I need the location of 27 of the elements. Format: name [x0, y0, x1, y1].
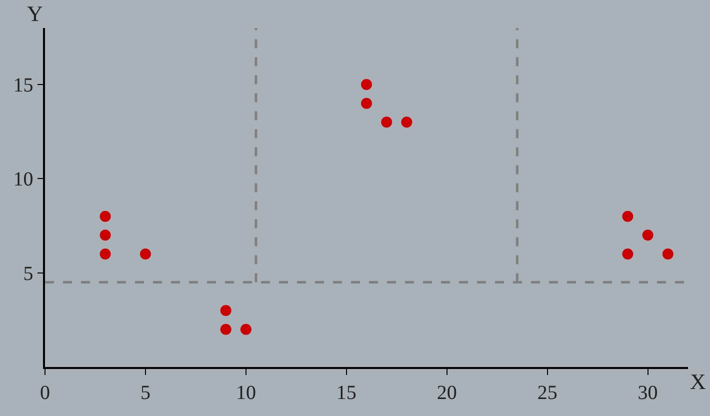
y-axis-title: Y	[27, 1, 43, 26]
point	[622, 248, 634, 260]
x-tick-label: 20	[436, 382, 457, 404]
point	[662, 248, 674, 260]
point	[622, 210, 634, 222]
x-tick-label: 30	[638, 382, 658, 404]
point	[100, 210, 111, 222]
point	[220, 324, 232, 335]
x-tick-label: 15	[336, 382, 356, 404]
point	[100, 248, 111, 260]
x-tick-label: 10	[236, 382, 256, 404]
x-tick-label: 5	[140, 382, 150, 404]
x-tick-label: 25	[537, 382, 558, 404]
x-axis-title: X	[690, 369, 706, 394]
x-tick-label: 0	[40, 382, 50, 404]
point	[361, 98, 372, 109]
point	[642, 230, 654, 241]
point	[401, 116, 412, 128]
y-tick-label: 10	[13, 168, 34, 191]
point	[100, 230, 111, 241]
point	[361, 79, 372, 90]
point	[381, 116, 392, 128]
point	[220, 305, 232, 316]
y-tick-label: 5	[23, 262, 34, 285]
y-tick-label: 15	[13, 74, 34, 96]
point	[140, 248, 151, 260]
point	[240, 324, 252, 335]
